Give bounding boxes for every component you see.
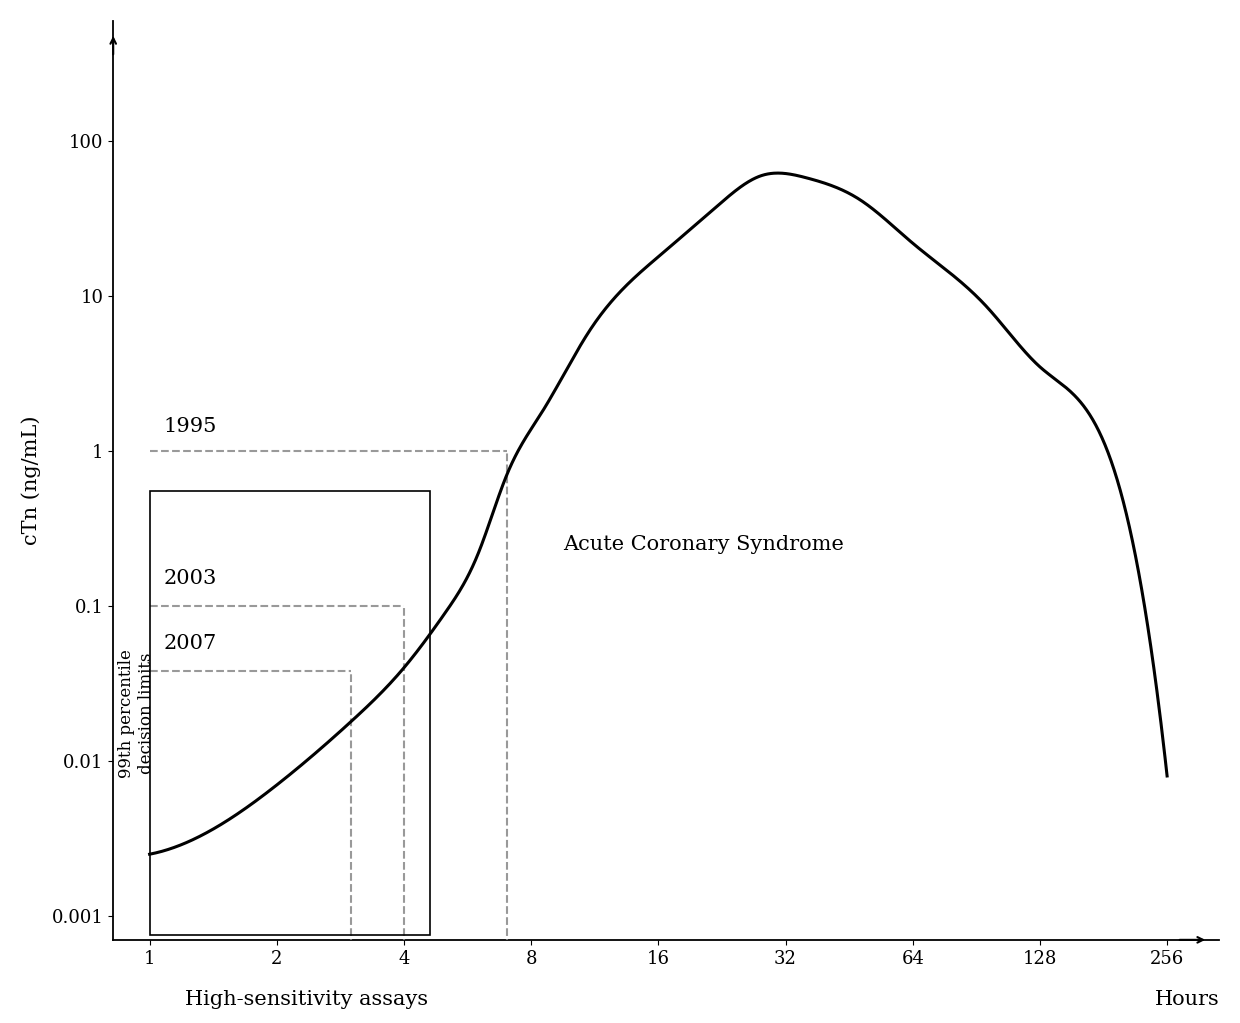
Text: Acute Coronary Syndrome: Acute Coronary Syndrome (563, 535, 843, 553)
Bar (150, 491, 429, 935)
Text: High-sensitivity assays: High-sensitivity assays (185, 990, 428, 1010)
Text: 99th percentile
decision limits: 99th percentile decision limits (118, 649, 155, 777)
Text: 2003: 2003 (164, 570, 217, 588)
Y-axis label: cTn (ng/mL): cTn (ng/mL) (21, 415, 41, 545)
Text: 2007: 2007 (164, 634, 217, 654)
Text: Hours: Hours (1154, 990, 1219, 1010)
Text: 1995: 1995 (164, 417, 217, 436)
